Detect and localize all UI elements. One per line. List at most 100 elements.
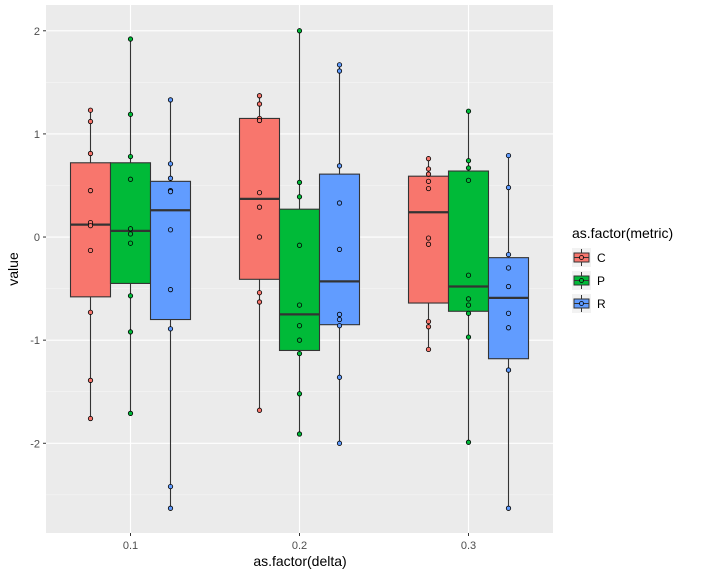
data-point [127,329,134,335]
box-C-0.2 [238,93,281,413]
legend-point [579,301,584,306]
data-point [425,318,432,325]
data-point [296,391,303,397]
axes: -2 -1 0 1 2 0.1 0.2 0.3 [30,26,476,552]
data-point [336,68,343,74]
x-tick-label: 0.3 [461,540,476,552]
data-point [336,316,343,323]
data-point [256,299,263,305]
data-point [296,431,303,437]
data-point [336,163,343,169]
data-point [425,185,432,192]
box-C-0.3 [407,156,450,353]
y-tick-label: -2 [30,438,40,450]
data-point [336,323,343,329]
data-point [87,377,94,383]
box-P-0.3 [447,108,490,445]
data-point [425,166,432,172]
data-point [87,223,94,229]
data-point [465,158,472,164]
data-point [296,302,303,308]
data-point [505,184,512,191]
box-body [149,180,192,321]
data-point [87,107,94,113]
data-point [167,161,174,167]
y-tick-label: -1 [30,335,40,347]
data-point [127,410,134,416]
data-point [465,310,472,316]
data-point [256,101,263,107]
data-point [167,505,174,511]
y-tick-label: 2 [34,26,40,38]
data-point [256,290,263,296]
data-point [87,415,94,422]
data-point [336,440,343,446]
data-point [505,251,512,258]
legend-label: C [597,251,606,265]
box-R-0.3 [487,152,530,511]
data-point [127,226,134,232]
data-point [256,407,263,413]
box-P-0.1 [109,36,152,416]
data-point [256,93,263,99]
legend-key-C [572,248,591,267]
data-point [336,311,343,317]
data-point [167,287,174,293]
data-point [167,326,174,332]
box-R-0.2 [318,62,361,446]
data-point [87,188,94,194]
data-point [465,165,472,171]
box-R-0.1 [149,97,192,511]
box-body [69,162,112,298]
data-point [336,374,343,380]
x-tick-label: 0.1 [123,540,138,552]
data-point [336,200,343,206]
data-point [256,190,263,196]
data-point [296,179,303,185]
y-axis-title: value [5,252,21,286]
data-point [87,118,94,125]
data-point [167,175,174,181]
data-point [167,483,174,490]
data-point [127,36,134,42]
legend-label: P [597,274,605,288]
data-point [127,293,134,299]
data-point [425,178,432,184]
y-tick-label: 0 [34,232,40,244]
data-point [167,189,174,195]
chart-marks [69,28,530,511]
legend: as.factor(metric) CPR [572,225,673,313]
data-point [505,152,512,159]
data-point [425,241,432,247]
data-point [296,194,303,200]
data-point [167,97,174,103]
data-point [127,231,134,237]
data-point [505,325,512,331]
data-point [505,505,512,511]
data-point [425,346,432,353]
data-point [505,367,512,373]
data-point [505,283,512,290]
legend-key-R [572,294,591,313]
data-point [425,156,432,162]
data-point [127,176,134,182]
data-point [465,296,472,302]
box-P-0.2 [278,28,321,437]
data-point [336,62,343,68]
data-point [127,240,134,246]
data-point [296,242,303,248]
data-point [127,153,134,160]
data-point [425,171,432,177]
box-C-0.1 [69,107,112,422]
data-point [167,227,174,233]
data-point [465,272,472,278]
data-point [256,204,263,210]
x-axis-title: as.factor(delta) [253,553,346,569]
y-tick-label: 1 [34,129,40,141]
legend-point [579,255,584,260]
box-body [278,208,321,352]
data-point [505,265,512,271]
data-point [465,439,472,445]
data-point [87,247,94,254]
